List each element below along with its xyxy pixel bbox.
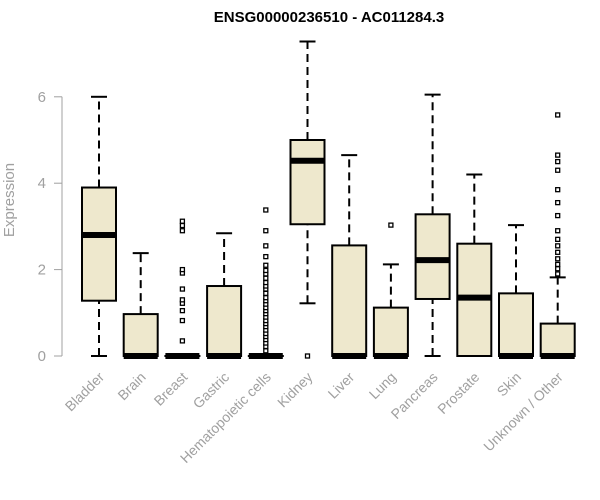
y-tick-label: 0 — [38, 348, 46, 365]
x-tick-label: Liver — [325, 369, 358, 402]
x-tick-label: Prostate — [434, 369, 482, 417]
outlier-point — [263, 348, 269, 354]
iqr-box — [206, 285, 243, 357]
outlier-point — [263, 295, 269, 301]
iqr-box — [498, 292, 534, 357]
x-tick-label: Unknown / Other — [480, 369, 566, 455]
outlier-point — [179, 297, 186, 303]
iqr-box — [122, 313, 159, 358]
box-lung — [372, 222, 409, 359]
outlier-point — [263, 243, 269, 249]
box-brain — [122, 252, 159, 359]
outlier-point — [555, 212, 561, 219]
outlier-point — [263, 262, 269, 268]
outlier-point — [555, 236, 561, 243]
outlier-point — [179, 228, 186, 234]
outlier-point — [555, 158, 561, 165]
outlier-point — [555, 271, 561, 277]
outlier-point — [263, 228, 269, 234]
y-tick-label: 2 — [38, 262, 46, 279]
outlier-point — [555, 187, 561, 193]
outlier-point — [555, 261, 561, 268]
box-kidney — [289, 40, 326, 359]
outlier-point — [179, 222, 186, 229]
outlier-point — [263, 267, 269, 274]
boxes-group — [81, 40, 576, 359]
outlier-point — [179, 307, 186, 314]
box-bladder — [81, 95, 117, 357]
y-tick-label: 6 — [38, 89, 46, 106]
box-gastric — [206, 232, 243, 359]
box-pancreas — [414, 93, 451, 357]
y-axis-label: Expression — [1, 163, 18, 237]
outlier-point — [179, 218, 186, 224]
outlier-point — [263, 253, 269, 260]
box-skin — [498, 224, 534, 359]
box-breast — [164, 218, 201, 359]
outlier-point — [263, 279, 269, 286]
outlier-point — [555, 167, 561, 173]
outlier-point — [304, 353, 311, 359]
outlier-point — [179, 338, 186, 344]
box-unknown-other — [539, 112, 576, 359]
outlier-point — [555, 152, 561, 158]
outlier-point — [555, 249, 561, 255]
x-tick-label: Kidney — [274, 369, 316, 411]
outlier-point — [179, 266, 186, 273]
x-tick-label: Breast — [151, 369, 191, 409]
outlier-point — [263, 290, 269, 297]
x-tick-label: Skin — [494, 369, 525, 400]
outlier-point — [555, 199, 561, 206]
y-tick-label: 4 — [38, 175, 46, 192]
outlier-point — [555, 243, 561, 249]
outlier-point — [179, 286, 186, 292]
box-prostate — [456, 173, 493, 357]
x-tick-label: Bladder — [62, 369, 108, 415]
y-axis: 0 2 4 6 — [38, 89, 63, 365]
outlier-point — [263, 275, 269, 281]
box-hematopoietic-cells — [247, 207, 284, 359]
outlier-point — [263, 207, 269, 213]
iqr-box — [289, 139, 326, 226]
iqr-box — [372, 306, 409, 357]
iqr-box — [539, 322, 576, 358]
box-liver — [331, 154, 368, 359]
outlier-point — [555, 112, 561, 118]
iqr-box — [331, 244, 368, 358]
chart-title: ENSG00000236510 - AC011284.3 — [214, 9, 444, 26]
outlier-point — [555, 256, 561, 262]
x-tick-label: Brain — [114, 369, 148, 403]
outlier-point — [179, 317, 186, 324]
outlier-point — [555, 228, 561, 234]
iqr-box — [414, 213, 451, 300]
outlier-point — [388, 222, 394, 228]
iqr-box — [81, 186, 117, 302]
x-tick-label: Lung — [366, 369, 399, 402]
outlier-point — [555, 266, 561, 272]
